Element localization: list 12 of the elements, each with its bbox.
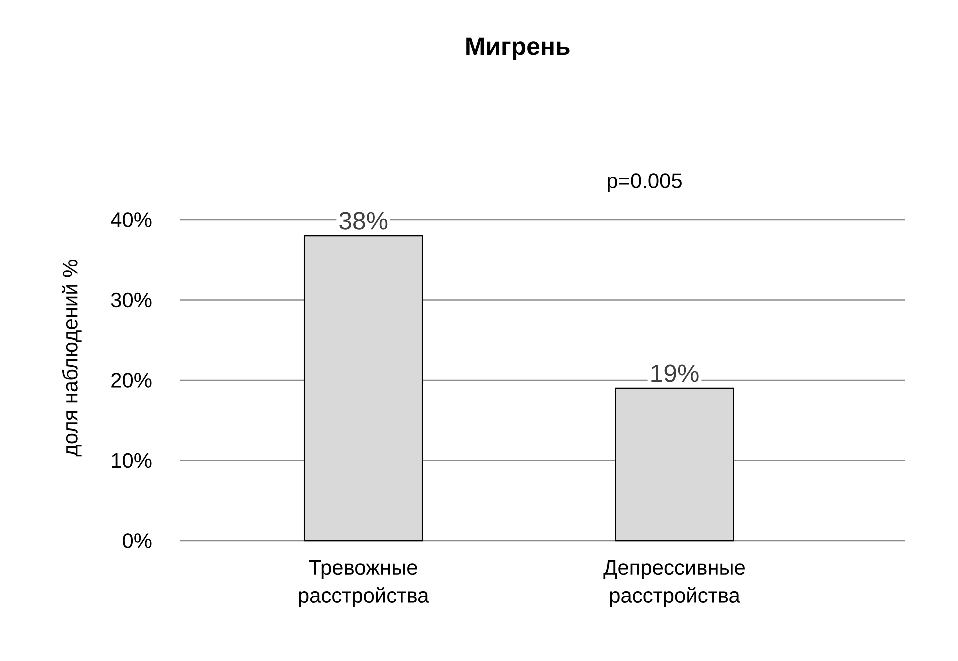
- text: p=0.005: [608, 174, 682, 193]
- data-label: 19%: [652, 364, 699, 382]
- x-tick-label: Депрессивные расстройства: [604, 560, 745, 608]
- y-tick-label: 10%: [112, 453, 152, 468]
- y-axis-title: доля наблюдений %: [62, 260, 82, 457]
- y-tick-label: 0%: [123, 534, 152, 548]
- y-tick-label: 40%: [111, 212, 152, 228]
- chart-title: Мигрень: [466, 38, 570, 60]
- data-label: 38%: [340, 212, 388, 230]
- x-tick-label: Тревожные расстройства: [299, 560, 430, 608]
- y-tick-label: 20%: [112, 373, 152, 388]
- y-tick-label: 30%: [111, 292, 152, 308]
